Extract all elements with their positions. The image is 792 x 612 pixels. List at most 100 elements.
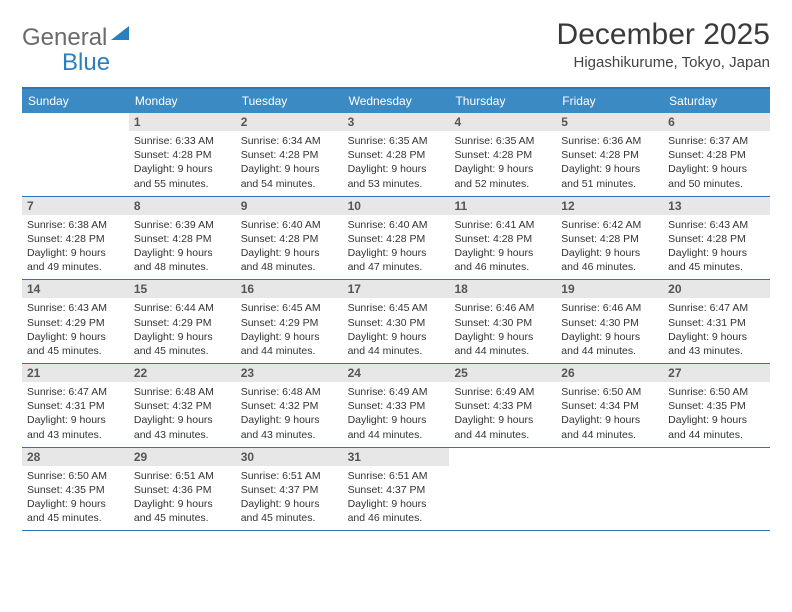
sunrise-line: Sunrise: 6:47 AM <box>668 301 765 315</box>
day-details: Sunrise: 6:39 AMSunset: 4:28 PMDaylight:… <box>129 215 236 280</box>
calendar-cell: 27Sunrise: 6:50 AMSunset: 4:35 PMDayligh… <box>663 364 770 447</box>
daylight-line: Daylight: 9 hours and 44 minutes. <box>348 413 445 441</box>
sunrise-line: Sunrise: 6:40 AM <box>348 218 445 232</box>
day-number: 21 <box>22 364 129 382</box>
daylight-line: Daylight: 9 hours and 44 minutes. <box>668 413 765 441</box>
sunrise-line: Sunrise: 6:49 AM <box>454 385 551 399</box>
day-details: Sunrise: 6:48 AMSunset: 4:32 PMDaylight:… <box>236 382 343 447</box>
sunset-line: Sunset: 4:30 PM <box>348 316 445 330</box>
sunset-line: Sunset: 4:35 PM <box>668 399 765 413</box>
calendar-cell: 13Sunrise: 6:43 AMSunset: 4:28 PMDayligh… <box>663 197 770 280</box>
day-number: 11 <box>449 197 556 215</box>
sunrise-line: Sunrise: 6:36 AM <box>561 134 658 148</box>
daylight-line: Daylight: 9 hours and 46 minutes. <box>454 246 551 274</box>
sunset-line: Sunset: 4:34 PM <box>561 399 658 413</box>
calendar-cell <box>449 448 556 531</box>
day-number: 6 <box>663 113 770 131</box>
day-number: 23 <box>236 364 343 382</box>
day-details: Sunrise: 6:47 AMSunset: 4:31 PMDaylight:… <box>22 382 129 447</box>
daylight-line: Daylight: 9 hours and 44 minutes. <box>561 330 658 358</box>
sunrise-line: Sunrise: 6:35 AM <box>348 134 445 148</box>
sunrise-line: Sunrise: 6:37 AM <box>668 134 765 148</box>
sunrise-line: Sunrise: 6:42 AM <box>561 218 658 232</box>
day-details: Sunrise: 6:34 AMSunset: 4:28 PMDaylight:… <box>236 131 343 196</box>
day-details: Sunrise: 6:47 AMSunset: 4:31 PMDaylight:… <box>663 298 770 363</box>
calendar-cell: 28Sunrise: 6:50 AMSunset: 4:35 PMDayligh… <box>22 448 129 531</box>
sunrise-line: Sunrise: 6:49 AM <box>348 385 445 399</box>
day-details: Sunrise: 6:41 AMSunset: 4:28 PMDaylight:… <box>449 215 556 280</box>
day-number: 13 <box>663 197 770 215</box>
day-details: Sunrise: 6:46 AMSunset: 4:30 PMDaylight:… <box>449 298 556 363</box>
sunset-line: Sunset: 4:29 PM <box>27 316 124 330</box>
day-number: 25 <box>449 364 556 382</box>
calendar-page: General December 2025 Higashikurume, Tok… <box>0 0 792 549</box>
calendar-cell: 17Sunrise: 6:45 AMSunset: 4:30 PMDayligh… <box>343 280 450 363</box>
weekday-header: Sunday Monday Tuesday Wednesday Thursday… <box>22 89 770 113</box>
sunset-line: Sunset: 4:30 PM <box>561 316 658 330</box>
daylight-line: Daylight: 9 hours and 45 minutes. <box>134 497 231 525</box>
day-details: Sunrise: 6:50 AMSunset: 4:35 PMDaylight:… <box>22 466 129 531</box>
calendar-cell: 10Sunrise: 6:40 AMSunset: 4:28 PMDayligh… <box>343 197 450 280</box>
day-details: Sunrise: 6:50 AMSunset: 4:35 PMDaylight:… <box>663 382 770 447</box>
daylight-line: Daylight: 9 hours and 48 minutes. <box>134 246 231 274</box>
title-block: December 2025 Higashikurume, Tokyo, Japa… <box>557 18 770 71</box>
calendar-cell: 19Sunrise: 6:46 AMSunset: 4:30 PMDayligh… <box>556 280 663 363</box>
day-details: Sunrise: 6:43 AMSunset: 4:28 PMDaylight:… <box>663 215 770 280</box>
daylight-line: Daylight: 9 hours and 45 minutes. <box>668 246 765 274</box>
sunset-line: Sunset: 4:28 PM <box>241 232 338 246</box>
calendar-cell: 8Sunrise: 6:39 AMSunset: 4:28 PMDaylight… <box>129 197 236 280</box>
calendar-cell <box>556 448 663 531</box>
sunset-line: Sunset: 4:30 PM <box>454 316 551 330</box>
sunrise-line: Sunrise: 6:43 AM <box>27 301 124 315</box>
day-details: Sunrise: 6:42 AMSunset: 4:28 PMDaylight:… <box>556 215 663 280</box>
calendar-cell: 3Sunrise: 6:35 AMSunset: 4:28 PMDaylight… <box>343 113 450 196</box>
day-number: 7 <box>22 197 129 215</box>
calendar-cell <box>22 113 129 196</box>
sunset-line: Sunset: 4:32 PM <box>134 399 231 413</box>
daylight-line: Daylight: 9 hours and 46 minutes. <box>348 497 445 525</box>
weekday-label: Sunday <box>22 89 129 113</box>
calendar-week: 14Sunrise: 6:43 AMSunset: 4:29 PMDayligh… <box>22 280 770 364</box>
sunset-line: Sunset: 4:28 PM <box>348 232 445 246</box>
calendar-week: 7Sunrise: 6:38 AMSunset: 4:28 PMDaylight… <box>22 197 770 281</box>
sunset-line: Sunset: 4:28 PM <box>561 232 658 246</box>
day-details: Sunrise: 6:44 AMSunset: 4:29 PMDaylight:… <box>129 298 236 363</box>
weekday-label: Tuesday <box>236 89 343 113</box>
logo: General <box>22 24 131 52</box>
weekday-label: Wednesday <box>343 89 450 113</box>
sunrise-line: Sunrise: 6:43 AM <box>668 218 765 232</box>
day-number: 1 <box>129 113 236 131</box>
calendar-cell: 21Sunrise: 6:47 AMSunset: 4:31 PMDayligh… <box>22 364 129 447</box>
sunrise-line: Sunrise: 6:46 AM <box>454 301 551 315</box>
sunset-line: Sunset: 4:28 PM <box>668 232 765 246</box>
calendar-cell: 14Sunrise: 6:43 AMSunset: 4:29 PMDayligh… <box>22 280 129 363</box>
daylight-line: Daylight: 9 hours and 53 minutes. <box>348 162 445 190</box>
daylight-line: Daylight: 9 hours and 43 minutes. <box>241 413 338 441</box>
day-details: Sunrise: 6:33 AMSunset: 4:28 PMDaylight:… <box>129 131 236 196</box>
day-number: 9 <box>236 197 343 215</box>
sunset-line: Sunset: 4:36 PM <box>134 483 231 497</box>
sunrise-line: Sunrise: 6:35 AM <box>454 134 551 148</box>
logo-text-blue: Blue <box>62 49 110 76</box>
sunset-line: Sunset: 4:28 PM <box>241 148 338 162</box>
calendar-cell: 25 Sunrise: 6:49 AMSunset: 4:33 PMDayligh… <box>449 364 556 447</box>
day-number: 17 <box>343 280 450 298</box>
day-number: 3 <box>343 113 450 131</box>
daylight-line: Daylight: 9 hours and 43 minutes. <box>134 413 231 441</box>
sunset-line: Sunset: 4:33 PM <box>454 399 551 413</box>
day-number: 24 <box>343 364 450 382</box>
day-details: Sunrise: 6:36 AMSunset: 4:28 PMDaylight:… <box>556 131 663 196</box>
day-number: 12 <box>556 197 663 215</box>
daylight-line: Daylight: 9 hours and 44 minutes. <box>454 413 551 441</box>
daylight-line: Daylight: 9 hours and 45 minutes. <box>27 497 124 525</box>
daylight-line: Daylight: 9 hours and 48 minutes. <box>241 246 338 274</box>
calendar-cell: 24Sunrise: 6:49 AMSunset: 4:33 PMDayligh… <box>343 364 450 447</box>
sunset-line: Sunset: 4:28 PM <box>134 148 231 162</box>
sunset-line: Sunset: 4:29 PM <box>134 316 231 330</box>
day-details: Sunrise: 6:37 AMSunset: 4:28 PMDaylight:… <box>663 131 770 196</box>
calendar-cell: 2Sunrise: 6:34 AMSunset: 4:28 PMDaylight… <box>236 113 343 196</box>
calendar-cell: 12Sunrise: 6:42 AMSunset: 4:28 PMDayligh… <box>556 197 663 280</box>
day-number: 30 <box>236 448 343 466</box>
day-details: Sunrise: 6:50 AMSunset: 4:34 PMDaylight:… <box>556 382 663 447</box>
sunrise-line: Sunrise: 6:47 AM <box>27 385 124 399</box>
